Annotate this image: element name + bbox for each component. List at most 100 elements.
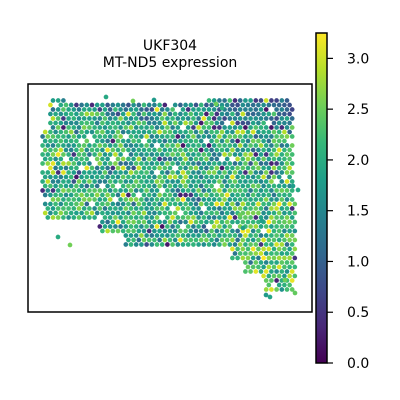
spot-point bbox=[279, 98, 285, 103]
spot-point bbox=[139, 125, 144, 130]
spot-point bbox=[263, 188, 269, 193]
spot-point bbox=[219, 201, 225, 207]
spot-point bbox=[250, 201, 256, 207]
spot-point bbox=[282, 255, 287, 261]
spot-point bbox=[66, 125, 71, 130]
spot-point bbox=[50, 197, 56, 202]
spot-point bbox=[159, 161, 165, 166]
spot-point bbox=[250, 246, 256, 252]
spot-point bbox=[180, 242, 186, 247]
spot-point bbox=[204, 174, 209, 180]
spot-point bbox=[128, 134, 134, 139]
spot-point bbox=[154, 107, 160, 112]
spot-point bbox=[42, 156, 48, 162]
spot-point bbox=[243, 134, 248, 139]
spot-point bbox=[115, 138, 121, 144]
spot-point bbox=[170, 233, 175, 238]
spot-point bbox=[68, 174, 74, 180]
spot-point bbox=[126, 174, 131, 180]
spot-point bbox=[185, 170, 191, 175]
spot-point bbox=[55, 116, 61, 121]
spot-point bbox=[263, 143, 269, 148]
spot-point bbox=[92, 188, 97, 193]
spot-point bbox=[258, 251, 264, 256]
spot-point bbox=[269, 197, 274, 202]
spot-point bbox=[266, 237, 272, 243]
spot-point bbox=[282, 246, 287, 252]
spot-point bbox=[198, 219, 204, 225]
spot-point bbox=[157, 156, 162, 162]
spot-point bbox=[219, 165, 225, 171]
spot-point bbox=[89, 111, 95, 117]
spot-point bbox=[256, 165, 261, 171]
spot-point bbox=[110, 147, 116, 153]
spot-point bbox=[172, 120, 178, 126]
spot-point bbox=[55, 197, 61, 202]
spot-point bbox=[120, 201, 126, 207]
spot-point bbox=[243, 269, 248, 274]
spot-point bbox=[172, 174, 178, 180]
spot-point bbox=[115, 174, 121, 180]
spot-point bbox=[71, 179, 77, 184]
spot-point bbox=[289, 233, 295, 238]
spot-point bbox=[92, 152, 97, 157]
spot-point bbox=[58, 210, 64, 216]
spot-point bbox=[185, 197, 191, 202]
spot-point bbox=[165, 125, 170, 130]
spot-point bbox=[282, 147, 287, 153]
spot-point bbox=[256, 129, 261, 135]
spot-point bbox=[282, 282, 287, 288]
spot-point bbox=[201, 116, 207, 121]
spot-point bbox=[81, 188, 87, 193]
spot-point bbox=[271, 165, 277, 171]
spot-point bbox=[279, 260, 285, 265]
spot-point bbox=[107, 197, 113, 202]
spot-point bbox=[227, 215, 233, 220]
spot-point bbox=[214, 237, 220, 243]
spot-point bbox=[243, 98, 248, 103]
spot-point bbox=[115, 210, 121, 216]
spot-point bbox=[48, 165, 53, 171]
spot-point bbox=[74, 129, 79, 135]
spot-point bbox=[263, 287, 269, 292]
spot-point bbox=[248, 197, 253, 202]
spot-point bbox=[250, 210, 256, 216]
spot-point bbox=[276, 147, 282, 153]
spot-point bbox=[191, 224, 196, 229]
spot-point bbox=[269, 287, 274, 292]
spot-point bbox=[128, 179, 134, 184]
spot-point bbox=[180, 233, 186, 238]
spot-point bbox=[79, 147, 84, 153]
spot-point bbox=[58, 147, 64, 153]
spot-point bbox=[141, 192, 147, 198]
spot-point bbox=[152, 147, 157, 153]
spot-point bbox=[50, 125, 56, 130]
spot-point bbox=[206, 125, 212, 130]
spot-point bbox=[175, 215, 181, 220]
spot-point bbox=[269, 152, 274, 157]
spot-point bbox=[66, 107, 71, 112]
spot-point bbox=[107, 188, 113, 193]
spot-point bbox=[152, 129, 157, 135]
spot-point bbox=[217, 161, 222, 166]
spot-point bbox=[126, 156, 131, 162]
spot-point bbox=[266, 264, 272, 270]
spot-point bbox=[245, 183, 251, 189]
spot-point bbox=[201, 125, 207, 130]
spot-point bbox=[118, 170, 123, 175]
spot-point bbox=[131, 192, 136, 198]
spot-point bbox=[178, 174, 183, 180]
spot-point bbox=[180, 152, 186, 157]
spot-point bbox=[211, 98, 217, 103]
spot-point bbox=[120, 129, 126, 135]
spot-point bbox=[284, 125, 290, 130]
spot-point bbox=[250, 165, 256, 171]
spot-point bbox=[245, 174, 251, 180]
spot-point bbox=[123, 224, 129, 229]
spot-point bbox=[146, 174, 152, 180]
spot-point bbox=[105, 156, 110, 162]
spot-point bbox=[159, 116, 165, 121]
spot-point bbox=[110, 219, 116, 225]
spot-point bbox=[256, 102, 261, 108]
spot-point bbox=[113, 143, 118, 148]
